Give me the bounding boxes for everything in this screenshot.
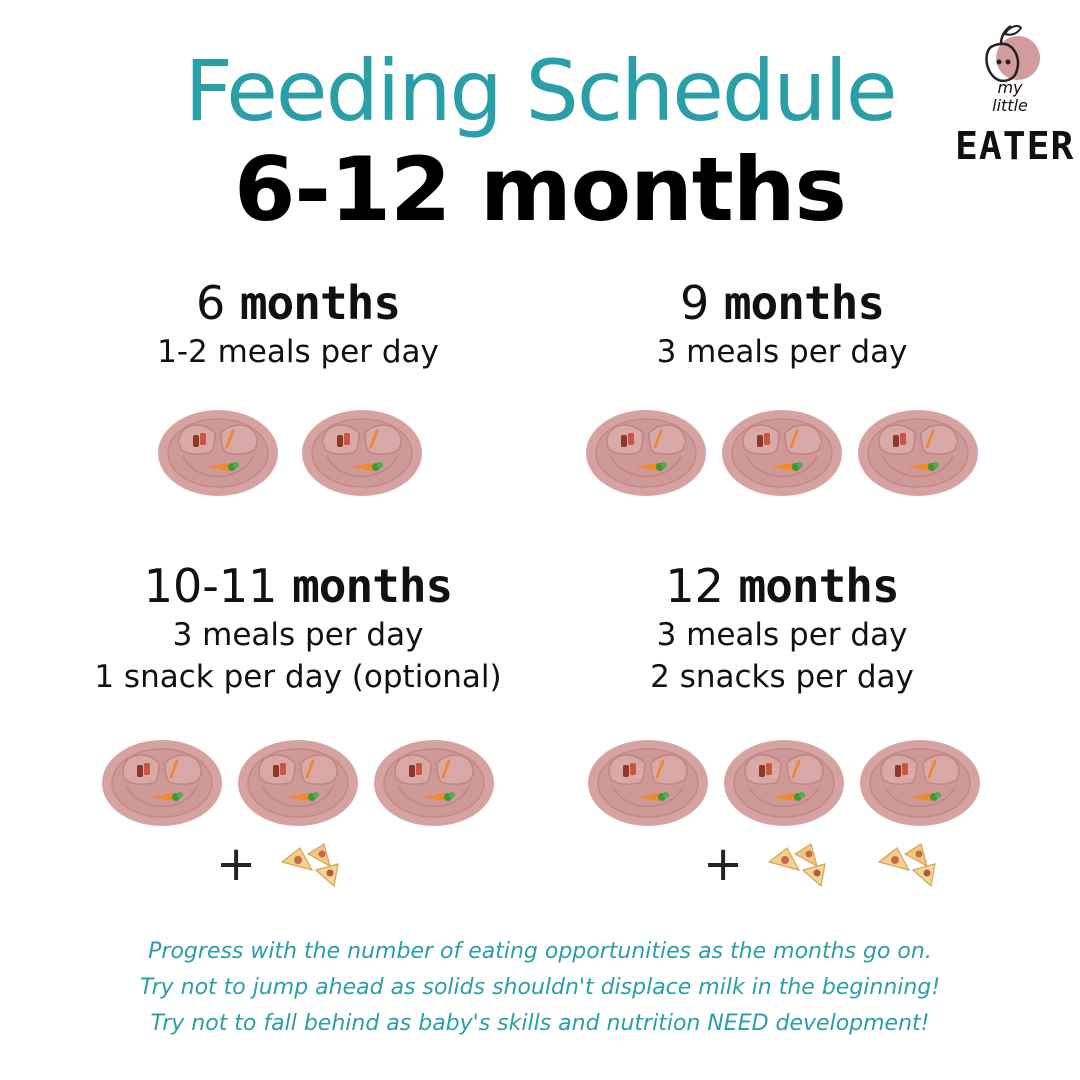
snack-icon — [878, 843, 936, 887]
snack-icon — [768, 843, 826, 887]
suction-plate-icon — [721, 409, 843, 497]
section-line: 1-2 meals per day — [157, 334, 439, 370]
plates-12-months — [587, 739, 981, 827]
snacks-10-11-months: + — [216, 840, 354, 888]
section-12-months: 12 months 3 meals per day 2 snacks per d… — [582, 558, 982, 698]
section-line: 2 snacks per day — [650, 659, 914, 695]
suction-plate-icon — [859, 739, 981, 827]
footer-note: Progress with the number of eating oppor… — [0, 934, 1080, 1042]
plus-sign: + — [703, 836, 744, 892]
section-age-unit: months — [239, 276, 401, 330]
section-6-months: 6 months 1-2 meals per day — [98, 275, 498, 373]
footer-line: Progress with the number of eating oppor… — [148, 939, 932, 964]
suction-plate-icon — [301, 409, 423, 497]
suction-plate-icon — [587, 739, 709, 827]
section-heading: 6 months — [98, 275, 498, 331]
suction-plate-icon — [101, 739, 223, 827]
footer-line: Try not to fall behind as baby's skills … — [150, 1011, 930, 1036]
logo-word-eater: EATER — [955, 124, 1075, 168]
section-age-number: 6 — [195, 276, 226, 330]
section-age-unit: months — [738, 559, 900, 613]
section-line: 3 meals per day — [656, 334, 908, 370]
section-age-unit: months — [292, 559, 453, 613]
brand-logo: my little EATER — [955, 18, 1075, 178]
snack-icon — [281, 843, 339, 887]
footer-line: Try not to jump ahead as solids shouldn'… — [139, 975, 941, 1000]
apple-logo-icon — [985, 24, 1040, 82]
plates-10-11-months — [101, 739, 495, 827]
section-heading: 10-11 months — [78, 558, 518, 614]
section-line: 3 meals per day — [656, 617, 908, 653]
plates-9-months — [585, 409, 979, 497]
section-9-months: 9 months 3 meals per day — [582, 275, 982, 373]
logo-word-little: little — [992, 96, 1028, 115]
logo-word-my: my — [997, 78, 1023, 97]
section-line: 1 snack per day (optional) — [94, 659, 502, 695]
suction-plate-icon — [585, 409, 707, 497]
plus-sign: + — [216, 836, 257, 892]
page-title: Feeding Schedule — [184, 42, 898, 140]
section-age-number: 10-11 — [143, 559, 278, 613]
suction-plate-icon — [237, 739, 359, 827]
snacks-12-months: + — [703, 840, 951, 888]
section-line: 3 meals per day — [172, 617, 424, 653]
section-age-unit: months — [723, 276, 885, 330]
section-heading: 12 months — [582, 558, 982, 614]
suction-plate-icon — [373, 739, 495, 827]
section-10-11-months: 10-11 months 3 meals per day 1 snack per… — [78, 558, 518, 698]
suction-plate-icon — [723, 739, 845, 827]
section-age-number: 12 — [665, 559, 724, 613]
plates-6-months — [157, 409, 423, 497]
section-age-number: 9 — [679, 276, 710, 330]
suction-plate-icon — [857, 409, 979, 497]
page-subtitle: 6-12 months — [234, 138, 847, 241]
suction-plate-icon — [157, 409, 279, 497]
section-heading: 9 months — [582, 275, 982, 331]
